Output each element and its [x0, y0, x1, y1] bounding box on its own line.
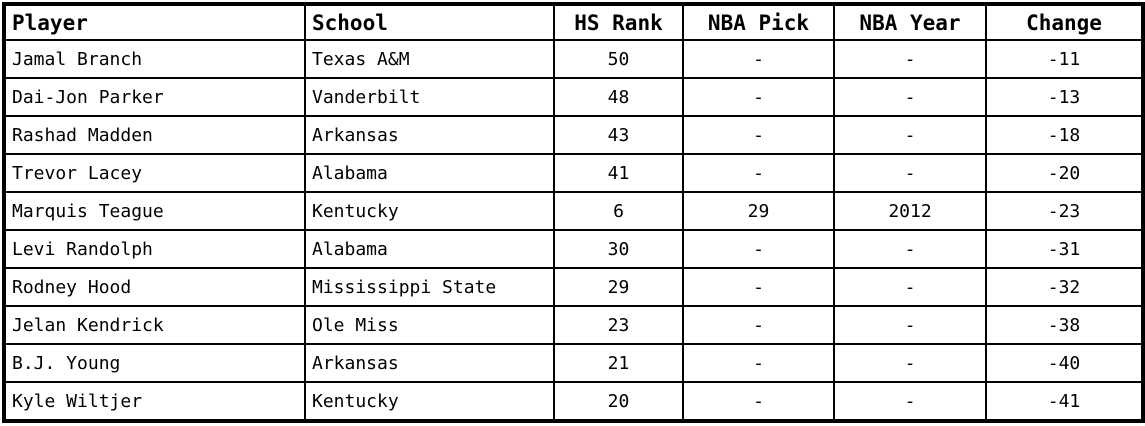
nba-year-cell: - — [833, 77, 987, 117]
change-cell: -32 — [985, 267, 1143, 307]
nba-year-cell: - — [833, 153, 987, 193]
nba-pick-cell: 29 — [682, 191, 835, 231]
nba-pick-cell: - — [682, 115, 835, 155]
nba-pick-cell: - — [682, 77, 835, 117]
nba-pick-cell: - — [682, 267, 835, 307]
nba-year-cell: - — [833, 229, 987, 269]
table-row: B.J. Young Arkansas 21 - - -40 — [4, 343, 1143, 383]
hs-rank-cell: 48 — [553, 77, 684, 117]
player-cell: Jamal Branch — [4, 39, 306, 79]
nba-pick-cell: - — [682, 343, 835, 383]
change-cell: -18 — [985, 115, 1143, 155]
player-cell: Levi Randolph — [4, 229, 306, 269]
hs-rank-cell: 29 — [553, 267, 684, 307]
hs-rank-cell: 21 — [553, 343, 684, 383]
player-cell: Rodney Hood — [4, 267, 306, 307]
player-cell: Marquis Teague — [4, 191, 306, 231]
school-cell: Kentucky — [304, 191, 555, 231]
table-row: Jelan Kendrick Ole Miss 23 - - -38 — [4, 305, 1143, 345]
player-cell: Trevor Lacey — [4, 153, 306, 193]
nba-year-cell: - — [833, 115, 987, 155]
change-cell: -20 — [985, 153, 1143, 193]
column-header-nba-pick: NBA Pick — [682, 4, 835, 41]
column-header-hs-rank: HS Rank — [553, 4, 684, 41]
column-header-nba-year: NBA Year — [833, 4, 987, 41]
table-row: Rashad Madden Arkansas 43 - - -18 — [4, 115, 1143, 155]
column-header-change: Change — [985, 4, 1143, 41]
player-cell: Dai-Jon Parker — [4, 77, 306, 117]
nba-year-cell: - — [833, 305, 987, 345]
player-cell: Kyle Wiltjer — [4, 381, 306, 421]
nba-pick-cell: - — [682, 381, 835, 421]
hs-rank-cell: 30 — [553, 229, 684, 269]
school-cell: Ole Miss — [304, 305, 555, 345]
hs-rank-cell: 41 — [553, 153, 684, 193]
change-cell: -40 — [985, 343, 1143, 383]
school-cell: Vanderbilt — [304, 77, 555, 117]
nba-year-cell: - — [833, 267, 987, 307]
school-cell: Texas A&M — [304, 39, 555, 79]
table-row: Kyle Wiltjer Kentucky 20 - - -41 — [4, 381, 1143, 421]
column-header-player: Player — [4, 4, 306, 41]
nba-year-cell: - — [833, 343, 987, 383]
nba-year-cell: - — [833, 39, 987, 79]
school-cell: Kentucky — [304, 381, 555, 421]
table-row: Jamal Branch Texas A&M 50 - - -11 — [4, 39, 1143, 79]
nba-year-cell: - — [833, 381, 987, 421]
player-cell: B.J. Young — [4, 343, 306, 383]
nba-pick-cell: - — [682, 153, 835, 193]
change-cell: -38 — [985, 305, 1143, 345]
change-cell: -31 — [985, 229, 1143, 269]
nba-pick-cell: - — [682, 229, 835, 269]
header-row: Player School HS Rank NBA Pick NBA Year … — [4, 4, 1143, 41]
table-row: Marquis Teague Kentucky 6 29 2012 -23 — [4, 191, 1143, 231]
table-row: Dai-Jon Parker Vanderbilt 48 - - -13 — [4, 77, 1143, 117]
player-cell: Jelan Kendrick — [4, 305, 306, 345]
hs-rank-cell: 20 — [553, 381, 684, 421]
player-cell: Rashad Madden — [4, 115, 306, 155]
hs-rank-cell: 43 — [553, 115, 684, 155]
hs-rank-cell: 50 — [553, 39, 684, 79]
school-cell: Alabama — [304, 153, 555, 193]
school-cell: Arkansas — [304, 343, 555, 383]
school-cell: Alabama — [304, 229, 555, 269]
hs-rank-cell: 23 — [553, 305, 684, 345]
nba-pick-cell: - — [682, 305, 835, 345]
table-row: Levi Randolph Alabama 30 - - -31 — [4, 229, 1143, 269]
nba-year-cell: 2012 — [833, 191, 987, 231]
table-row: Trevor Lacey Alabama 41 - - -20 — [4, 153, 1143, 193]
change-cell: -13 — [985, 77, 1143, 117]
change-cell: -23 — [985, 191, 1143, 231]
table-row: Rodney Hood Mississippi State 29 - - -32 — [4, 267, 1143, 307]
change-cell: -41 — [985, 381, 1143, 421]
hs-rank-cell: 6 — [553, 191, 684, 231]
nba-pick-cell: - — [682, 39, 835, 79]
column-header-school: School — [304, 4, 555, 41]
school-cell: Arkansas — [304, 115, 555, 155]
school-cell: Mississippi State — [304, 267, 555, 307]
change-cell: -11 — [985, 39, 1143, 79]
